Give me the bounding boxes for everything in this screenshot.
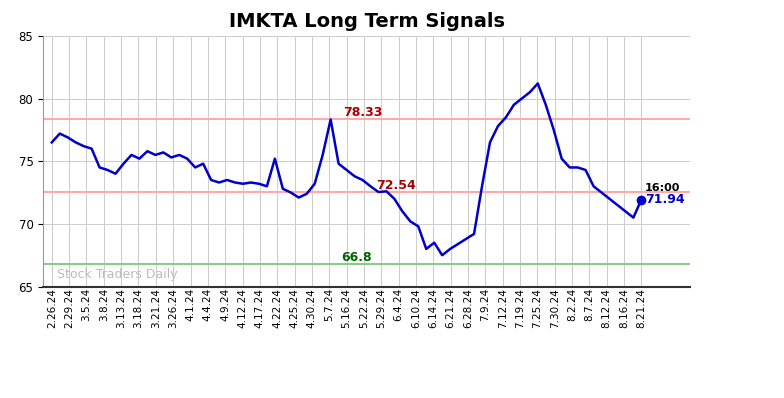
Text: 72.54: 72.54: [376, 179, 416, 192]
Text: 78.33: 78.33: [343, 106, 383, 119]
Text: 66.8: 66.8: [341, 251, 372, 264]
Text: 71.94: 71.94: [644, 193, 684, 206]
Text: 16:00: 16:00: [644, 183, 681, 193]
Text: Stock Traders Daily: Stock Traders Daily: [57, 268, 178, 281]
Title: IMKTA Long Term Signals: IMKTA Long Term Signals: [228, 12, 505, 31]
